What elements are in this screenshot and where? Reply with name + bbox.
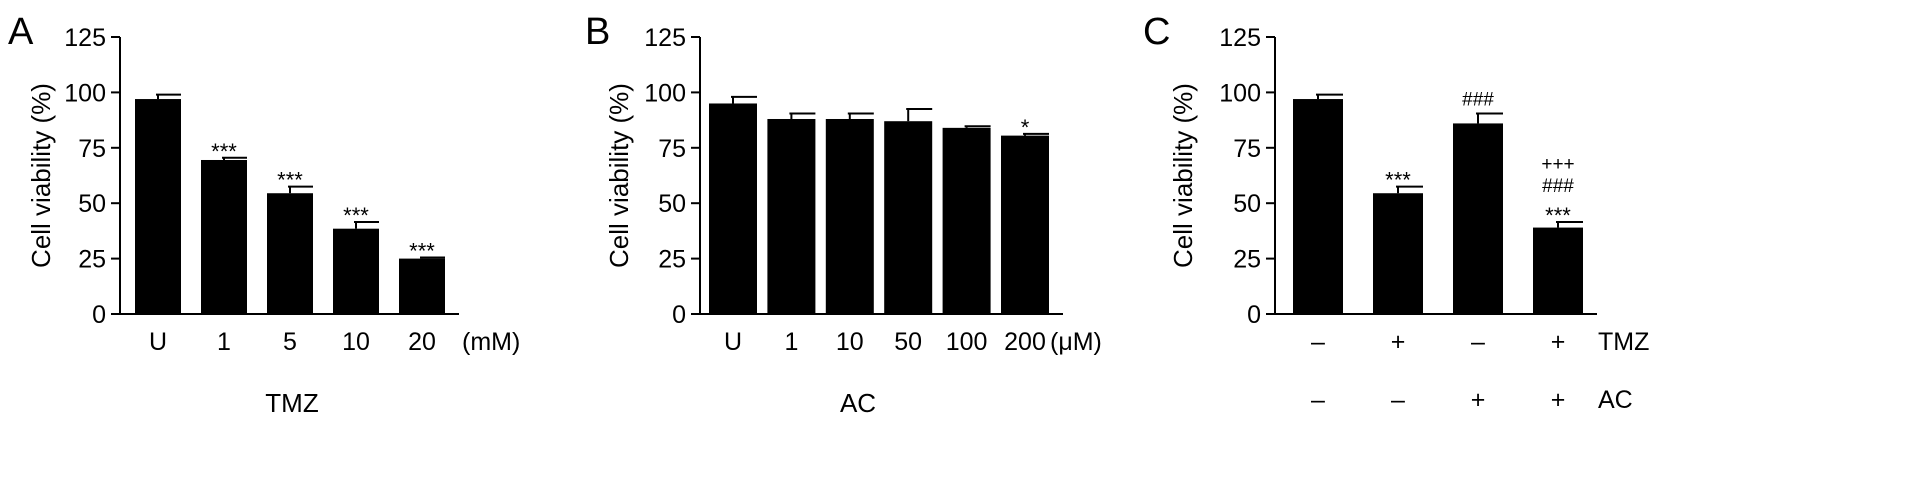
y-tick-label: 50 bbox=[78, 190, 106, 218]
significance-mark: *** bbox=[211, 139, 237, 164]
y-tick-label: 75 bbox=[1233, 135, 1261, 163]
condition-sign: + bbox=[1471, 386, 1486, 414]
bar bbox=[709, 103, 757, 314]
condition-row-label: TMZ bbox=[1598, 328, 1649, 356]
y-tick-label: 25 bbox=[658, 246, 686, 274]
significance-mark: *** bbox=[343, 203, 369, 228]
condition-sign: – bbox=[1311, 328, 1325, 356]
y-tick-label: 100 bbox=[64, 79, 106, 107]
x-unit-label: (μM) bbox=[1050, 328, 1102, 356]
y-tick-label: 125 bbox=[644, 24, 686, 52]
condition-sign: – bbox=[1471, 328, 1485, 356]
bar bbox=[135, 99, 181, 314]
bar bbox=[1293, 99, 1343, 314]
condition-sign: + bbox=[1551, 328, 1566, 356]
y-tick-label: 0 bbox=[92, 301, 106, 329]
y-tick-label: 75 bbox=[658, 135, 686, 163]
condition-sign: – bbox=[1391, 386, 1405, 414]
condition-sign: + bbox=[1551, 386, 1566, 414]
condition-sign: + bbox=[1391, 328, 1406, 356]
significance-mark: ### bbox=[1542, 176, 1574, 197]
x-tick-label: 5 bbox=[283, 328, 297, 356]
x-tick-label: U bbox=[724, 328, 742, 356]
x-tick-label: 50 bbox=[894, 328, 922, 356]
significance-mark: ### bbox=[1462, 89, 1494, 110]
bar bbox=[942, 127, 991, 314]
x-tick-label: U bbox=[149, 328, 167, 356]
significance-mark: *** bbox=[1385, 168, 1411, 193]
bar bbox=[825, 118, 874, 314]
condition-row-label: AC bbox=[1598, 386, 1633, 414]
panel-c-chart: C 0 25 50 75 100 125 Cell viability (%) *** ### **… bbox=[1143, 11, 1649, 414]
y-tick-label: 75 bbox=[78, 135, 106, 163]
x-tick-label: 1 bbox=[217, 328, 231, 356]
y-tick-label: 0 bbox=[672, 301, 686, 329]
bar bbox=[1001, 135, 1049, 314]
x-axis-title: TMZ bbox=[265, 388, 319, 418]
significance-mark: *** bbox=[409, 238, 435, 263]
significance-mark: +++ bbox=[1541, 154, 1574, 175]
panel-b-chart: B 0 25 50 75 100 125 Cell viability (%) U 1 10 50 10… bbox=[585, 11, 1102, 418]
bar bbox=[333, 228, 379, 314]
y-tick-label: 100 bbox=[644, 79, 686, 107]
panel-a-chart: A 0 25 50 75 100 125 Cell viability (%) U *** 1 ***… bbox=[8, 11, 520, 418]
significance-mark: *** bbox=[1545, 203, 1571, 228]
panel-letter: A bbox=[8, 11, 34, 53]
x-tick-label: 10 bbox=[342, 328, 370, 356]
y-tick-label: 25 bbox=[78, 246, 106, 274]
bar bbox=[1533, 227, 1583, 314]
bar bbox=[201, 159, 247, 314]
y-tick-label: 25 bbox=[1233, 246, 1261, 274]
bar bbox=[1453, 123, 1503, 314]
x-axis-title: AC bbox=[840, 388, 876, 418]
x-tick-label: 100 bbox=[946, 328, 988, 356]
bar bbox=[267, 193, 313, 314]
x-tick-label: 10 bbox=[836, 328, 864, 356]
y-tick-label: 50 bbox=[658, 190, 686, 218]
significance-mark: *** bbox=[277, 168, 303, 193]
y-axis-title: Cell viability (%) bbox=[26, 83, 56, 268]
bar bbox=[884, 121, 933, 314]
y-axis-title: Cell viability (%) bbox=[604, 83, 634, 268]
significance-mark: * bbox=[1021, 115, 1030, 140]
x-tick-label: 1 bbox=[784, 328, 798, 356]
panel-letter: C bbox=[1143, 11, 1170, 53]
x-tick-label: 20 bbox=[408, 328, 436, 356]
bar bbox=[767, 118, 816, 314]
x-tick-label: 200 bbox=[1004, 328, 1046, 356]
y-tick-label: 50 bbox=[1233, 190, 1261, 218]
y-tick-label: 100 bbox=[1219, 79, 1261, 107]
x-unit-label: (mM) bbox=[462, 328, 520, 356]
panel-letter: B bbox=[585, 11, 610, 53]
y-tick-label: 125 bbox=[1219, 24, 1261, 52]
condition-sign: – bbox=[1311, 386, 1325, 414]
bar bbox=[399, 258, 445, 314]
y-tick-label: 125 bbox=[64, 24, 106, 52]
bar bbox=[1373, 193, 1423, 314]
y-axis-title: Cell viability (%) bbox=[1168, 83, 1198, 268]
y-tick-label: 0 bbox=[1247, 301, 1261, 329]
